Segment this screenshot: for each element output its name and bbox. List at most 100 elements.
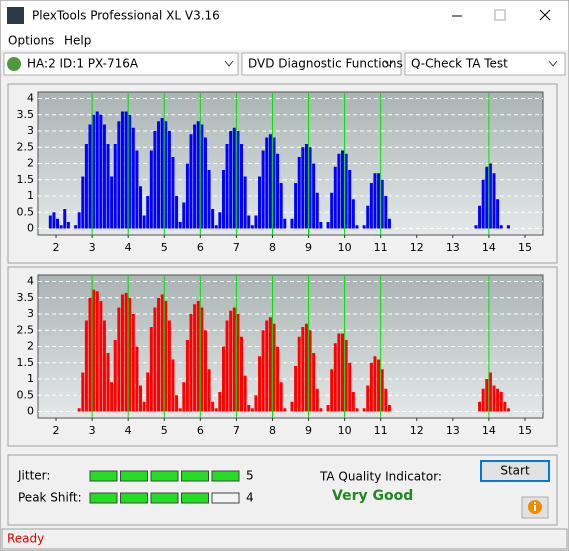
histogram-bar xyxy=(48,215,52,229)
histogram-bar xyxy=(261,150,265,229)
histogram-bar xyxy=(355,408,359,412)
histogram-bar xyxy=(506,225,510,229)
dropdown-arrow xyxy=(224,60,234,67)
histogram-bar xyxy=(171,359,175,412)
histogram-bar xyxy=(283,218,287,229)
histogram-bar xyxy=(315,388,319,412)
histogram-bar xyxy=(283,408,287,412)
histogram-bar xyxy=(326,405,330,412)
histogram-bar xyxy=(341,333,345,412)
close-button[interactable] xyxy=(539,9,551,21)
histogram-bar xyxy=(254,395,258,412)
histogram-bar xyxy=(236,131,240,229)
histogram-bar xyxy=(387,405,391,412)
x-tick-label: 12 xyxy=(410,241,424,254)
histogram-bar xyxy=(315,192,319,229)
histogram-bar xyxy=(506,408,510,412)
histogram-bar xyxy=(146,196,150,229)
meter-segment xyxy=(211,470,240,482)
maximize-button[interactable] xyxy=(494,9,506,21)
start-label[interactable]: Start xyxy=(500,464,530,478)
histogram-bar xyxy=(232,127,236,229)
histogram-bar xyxy=(492,173,496,229)
histogram-bar xyxy=(120,294,124,412)
y-tick-label: 0.5 xyxy=(17,205,35,218)
y-tick-label: 2 xyxy=(27,157,34,170)
histogram-bar xyxy=(369,183,373,229)
histogram-bar xyxy=(128,297,132,412)
y-tick-label: 3 xyxy=(27,307,34,320)
meter-segment xyxy=(120,492,148,504)
test-dropdown[interactable] xyxy=(404,52,566,76)
histogram-bar xyxy=(81,176,85,229)
histogram-bar xyxy=(492,385,496,412)
x-tick-label: 8 xyxy=(269,424,276,437)
histogram-bar xyxy=(200,307,204,412)
meter-segment xyxy=(150,492,179,504)
histogram-bar xyxy=(290,401,294,412)
histogram-bar xyxy=(92,114,96,229)
menu-item[interactable]: Help xyxy=(64,34,91,48)
histogram-bar xyxy=(117,307,121,412)
histogram-bar xyxy=(153,307,157,412)
histogram-bar xyxy=(333,343,337,412)
meter-segment xyxy=(89,470,118,482)
histogram-bar xyxy=(481,179,485,229)
histogram-bar xyxy=(362,225,366,229)
histogram-bar xyxy=(366,385,370,412)
indicator-label: TA Quality Indicator: xyxy=(319,470,442,484)
histogram-bar xyxy=(131,127,135,229)
histogram-bar xyxy=(377,173,381,229)
drive-dropdown[interactable] xyxy=(3,52,239,76)
x-tick-label: 11 xyxy=(374,241,388,254)
histogram-bar xyxy=(488,372,492,412)
histogram-bar xyxy=(106,144,110,229)
meter-label: Jitter: xyxy=(17,469,50,483)
histogram-bar xyxy=(167,131,171,229)
histogram-bar xyxy=(312,163,316,229)
histogram-bar xyxy=(250,408,254,412)
histogram-bar xyxy=(182,382,186,412)
histogram-bar xyxy=(77,408,81,412)
histogram-bar xyxy=(330,369,334,412)
histogram-bar xyxy=(279,183,283,229)
histogram-bar xyxy=(380,179,384,229)
histogram-bar xyxy=(478,401,482,412)
histogram-bar xyxy=(160,118,164,229)
y-tick-label: 4 xyxy=(27,275,34,288)
histogram-bar xyxy=(214,408,218,412)
histogram-bar xyxy=(290,218,294,229)
histogram-bar xyxy=(178,222,182,229)
histogram-bar xyxy=(149,150,153,229)
histogram-bar xyxy=(182,202,186,229)
histogram-bar xyxy=(304,144,308,229)
x-tick-label: 10 xyxy=(338,241,352,254)
histogram-bar xyxy=(102,320,106,412)
menu-item[interactable]: Options xyxy=(8,34,54,48)
histogram-bar xyxy=(175,395,179,412)
histogram-bar xyxy=(308,147,312,229)
start-button[interactable] xyxy=(480,460,550,482)
histogram-bar xyxy=(236,314,240,412)
histogram-bar xyxy=(485,166,489,229)
histogram-bar xyxy=(153,131,157,229)
y-tick-label: 4 xyxy=(27,92,34,105)
histogram-bar xyxy=(110,176,114,229)
histogram-bar xyxy=(326,222,330,229)
histogram-bar xyxy=(496,388,500,412)
histogram-bar xyxy=(377,359,381,412)
y-tick-label: 3.5 xyxy=(17,291,35,304)
histogram-bar xyxy=(128,114,132,229)
histogram-bar xyxy=(207,369,211,412)
x-tick-label: 11 xyxy=(374,424,388,437)
histogram-bar xyxy=(272,323,276,412)
function-dropdown[interactable] xyxy=(241,52,402,76)
histogram-bar xyxy=(268,317,272,412)
x-tick-label: 7 xyxy=(233,241,240,254)
histogram-bar xyxy=(175,196,179,229)
histogram-bar xyxy=(478,205,482,229)
histogram-bar xyxy=(319,222,323,229)
x-tick-label: 6 xyxy=(197,424,204,437)
histogram-bar xyxy=(95,291,99,412)
histogram-bar xyxy=(95,111,99,229)
